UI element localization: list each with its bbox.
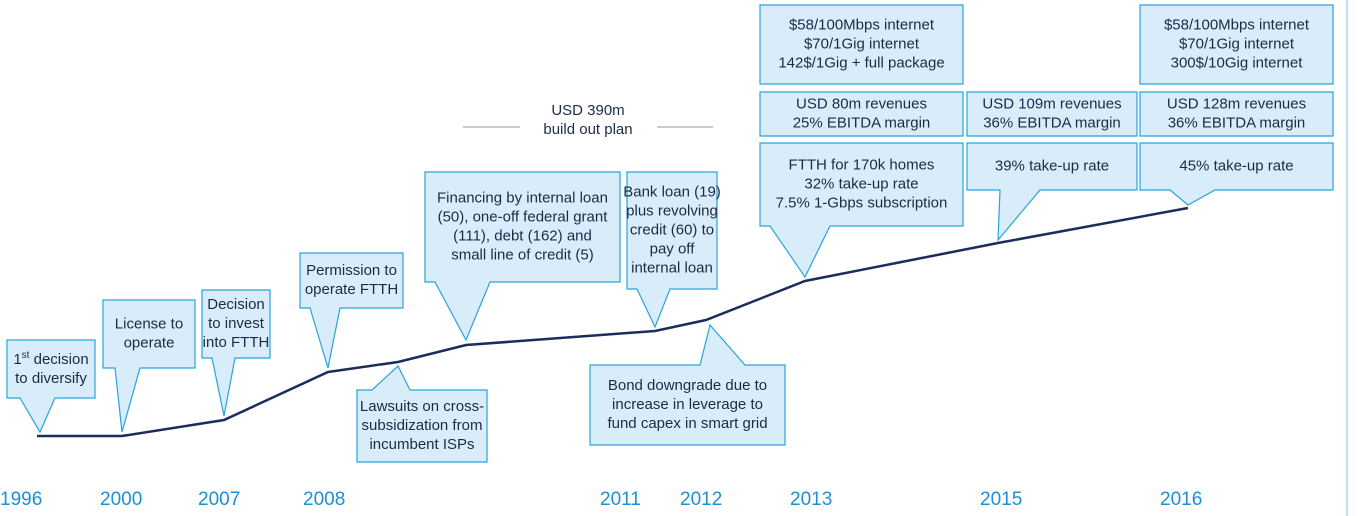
- callout: [759, 91, 964, 137]
- year-label: 2013: [790, 489, 832, 510]
- callout: [759, 4, 964, 85]
- budget-label: build out plan: [543, 121, 632, 138]
- callout-text: (50), one-off federal grant: [438, 208, 609, 225]
- year-label: 1996: [0, 489, 42, 510]
- callout: [1139, 91, 1334, 137]
- callout-text: Financing by internal loan: [437, 189, 608, 206]
- year-label: 2007: [198, 489, 240, 510]
- callout-text: credit (60) to: [630, 221, 714, 238]
- callout-text: 300$/10Gig internet: [1171, 54, 1304, 71]
- callout-text: Decision: [207, 296, 265, 313]
- callout-text: into FTTH: [203, 334, 270, 351]
- year-label: 2012: [680, 489, 722, 510]
- callout-text: pay off: [650, 240, 696, 257]
- budget-amount: USD 390m: [551, 102, 624, 119]
- callout-text: $70/1Gig internet: [1179, 35, 1295, 52]
- callout: [356, 365, 488, 463]
- callout: [201, 289, 271, 417]
- timeline-line: [37, 206, 1189, 438]
- callout-text: decision: [29, 351, 88, 368]
- callout-text: 7.5% 1-Gbps subscription: [776, 194, 948, 211]
- callout-text: 25% EBITDA margin: [793, 114, 931, 131]
- callout-text: $58/100Mbps internet: [1164, 16, 1310, 33]
- callout: [626, 171, 718, 329]
- callout: [299, 252, 404, 369]
- callout-text: Bond downgrade due to: [608, 377, 767, 394]
- callout: [759, 142, 964, 279]
- years: 1996 2000 2007 2008 2011 2012 2013 2015 2016: [0, 489, 1202, 510]
- callout-text: operate FTTH: [305, 281, 398, 298]
- callout-text: 36% EBITDA margin: [983, 114, 1121, 131]
- callout-text: USD 128m revenues: [1167, 95, 1306, 112]
- callout: [966, 91, 1138, 137]
- callout-text: Lawsuits on cross-: [360, 398, 484, 415]
- callout-text: operate: [124, 334, 175, 351]
- callout-text: $70/1Gig internet: [804, 35, 920, 52]
- callout-text: increase in leverage to: [612, 396, 763, 413]
- callout-text: 32% take-up rate: [804, 175, 918, 192]
- callout: [102, 299, 196, 433]
- callout: [589, 323, 786, 446]
- callout: [1139, 4, 1334, 85]
- callout-text: incumbent ISPs: [369, 436, 474, 453]
- callout-text: $58/100Mbps internet: [789, 16, 935, 33]
- callout-text: 1: [13, 351, 21, 368]
- callout-text: subsidization from: [362, 417, 483, 434]
- callout-text: 142$/1Gig + full package: [778, 54, 944, 71]
- year-label: 2015: [980, 489, 1022, 510]
- callout-text: 39% take-up rate: [995, 157, 1109, 174]
- callout-text: to diversify: [15, 370, 87, 387]
- callout: [966, 142, 1138, 242]
- callout-text: Permission to: [306, 262, 397, 279]
- callout-text: FTTH for 170k homes: [789, 156, 935, 173]
- year-label: 2008: [303, 489, 345, 510]
- superscript: st: [22, 350, 30, 361]
- callout: [6, 339, 96, 434]
- callout-text: to invest: [208, 315, 265, 332]
- callout-text: (111), debt (162) and: [453, 227, 592, 244]
- callout-text: USD 80m revenues: [796, 95, 927, 112]
- callout-text: plus revolving: [626, 202, 718, 219]
- year-label: 2000: [100, 489, 142, 510]
- year-label: 2016: [1160, 489, 1202, 510]
- callout-text: 45% take-up rate: [1179, 157, 1293, 174]
- callout-text: internal loan: [631, 259, 713, 276]
- callout-text: 36% EBITDA margin: [1168, 114, 1306, 131]
- callout: [424, 171, 621, 342]
- callout-text: small line of credit (5): [451, 246, 594, 263]
- callout-text: 1st decision: [13, 350, 88, 368]
- callout-text: License to: [115, 315, 183, 332]
- year-label: 2011: [600, 489, 641, 510]
- callout-text: Bank loan (19): [623, 183, 721, 200]
- callout-text: USD 109m revenues: [982, 95, 1121, 112]
- callout-text: fund capex in smart grid: [607, 415, 767, 432]
- callouts: License to operate Decision to invest into F…: [102, 4, 1334, 463]
- callout: [1139, 142, 1334, 206]
